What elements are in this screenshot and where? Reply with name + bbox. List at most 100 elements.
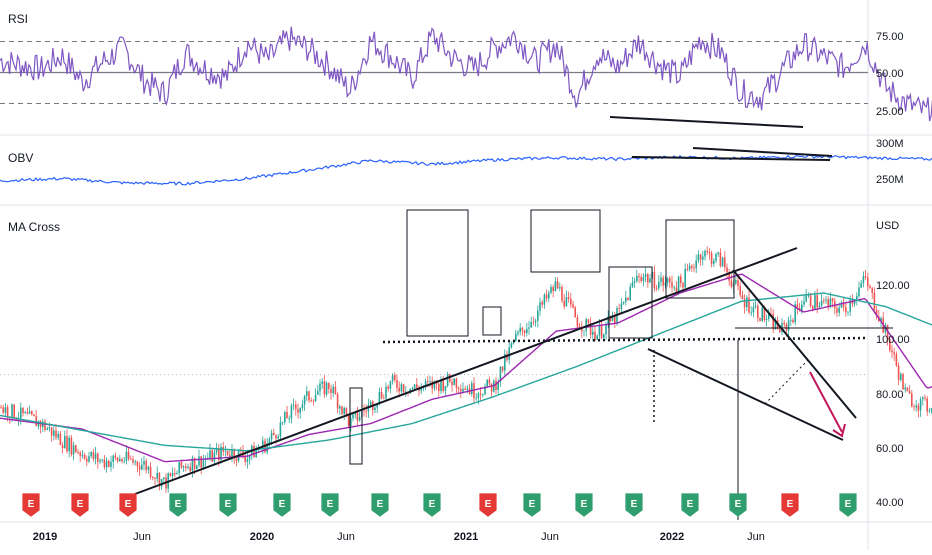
candle-body <box>229 454 231 457</box>
range-box-5 <box>665 219 735 299</box>
candle-20 <box>44 419 46 432</box>
candle-body <box>312 400 315 402</box>
candle-body <box>288 418 290 420</box>
candle-247 <box>543 293 546 309</box>
candle-body <box>900 373 902 380</box>
candle-84 <box>185 463 187 472</box>
candle-189 <box>416 377 418 389</box>
candle-body <box>922 397 924 400</box>
candle-body <box>61 445 64 449</box>
candle-body <box>510 343 513 348</box>
candle-412 <box>906 387 909 392</box>
candle-81 <box>178 461 180 479</box>
candle-270 <box>594 325 596 342</box>
price-scale[interactable]: 75.00 50.00 25.00 300M 250M USD 120.00 1… <box>876 31 910 509</box>
candle-250 <box>550 284 552 295</box>
candle-65 <box>143 455 145 471</box>
candle-body <box>765 318 768 320</box>
candle-95 <box>209 443 211 461</box>
candle-body <box>275 434 277 439</box>
candle-body <box>840 302 843 308</box>
rsi-pane[interactable]: RSI <box>0 12 932 128</box>
candle-body <box>631 282 634 287</box>
candle-body <box>158 472 161 487</box>
candle-235 <box>517 329 519 337</box>
time-axis[interactable]: 2019 Jun 2020 Jun 2021 Jun 2022 Jun <box>33 531 765 543</box>
time-label-2020: 2020 <box>250 531 274 543</box>
candle-body <box>446 374 449 386</box>
rsi-trendline-drawing[interactable] <box>609 116 804 128</box>
candle-body <box>550 287 552 293</box>
candle-58 <box>127 446 130 461</box>
time-label-2019: 2019 <box>33 531 57 543</box>
candle-390 <box>858 281 860 299</box>
price-drawings[interactable] <box>134 209 893 520</box>
candle-body <box>479 393 482 395</box>
candle-body <box>787 320 790 331</box>
candle-163 <box>358 412 361 422</box>
candle-72 <box>158 471 161 491</box>
candle-335 <box>737 276 739 291</box>
candle-136 <box>299 407 301 419</box>
candle-46 <box>101 458 103 463</box>
candle-body <box>574 307 576 318</box>
candle-39 <box>86 455 88 467</box>
earnings-marker-14: E <box>729 493 747 517</box>
candle-body <box>178 462 180 473</box>
candle-146 <box>321 378 323 389</box>
candle-336 <box>739 281 741 298</box>
candle-26 <box>57 430 59 440</box>
falling-wedge-upper-line <box>732 269 857 419</box>
candle-398 <box>875 306 878 320</box>
candle-83 <box>182 465 185 472</box>
candle-body <box>33 414 35 417</box>
candle-346 <box>761 305 763 323</box>
uptrend-line <box>134 247 798 495</box>
candle-29 <box>64 430 66 449</box>
candle-body <box>363 410 365 412</box>
candle-body <box>413 384 416 389</box>
candle-211 <box>464 385 466 391</box>
candle-228 <box>501 366 504 373</box>
candle-294 <box>647 272 649 288</box>
candle-body <box>110 461 112 467</box>
candle-body <box>308 391 310 401</box>
candle-body <box>809 294 812 307</box>
candle-body <box>695 260 697 269</box>
candle-body <box>460 388 462 392</box>
obv-pane[interactable]: OBV <box>0 147 932 186</box>
candle-body <box>750 312 752 314</box>
price-pane[interactable]: MA Cross <box>0 209 932 520</box>
candle-body <box>108 460 110 467</box>
candle-body <box>622 301 625 304</box>
candle-body <box>193 457 196 470</box>
candle-body <box>730 280 733 287</box>
candle-140 <box>308 390 310 404</box>
obv-lower-line <box>631 156 831 161</box>
candle-body <box>823 300 825 302</box>
candle-body <box>702 256 704 260</box>
candle-body <box>356 412 359 421</box>
candle-206 <box>453 378 455 386</box>
candle-body <box>858 287 860 297</box>
candle-240 <box>528 320 530 335</box>
projection-arrow-head <box>832 423 846 438</box>
obv-trendline-drawing[interactable] <box>631 147 833 161</box>
candle-body <box>673 287 675 289</box>
earnings-letter: E <box>735 499 742 510</box>
obv-tick-250m: 250M <box>876 174 904 186</box>
candle-body <box>897 365 900 380</box>
candle-384 <box>845 303 847 317</box>
candle-52 <box>114 452 117 461</box>
candle-62 <box>136 460 139 473</box>
candle-body <box>64 436 66 449</box>
candle-89 <box>196 464 198 470</box>
candle-96 <box>211 447 213 462</box>
candle-body <box>867 277 869 287</box>
candle-416 <box>915 399 917 412</box>
candle-279 <box>614 311 616 329</box>
candle-body <box>783 323 785 325</box>
candle-body <box>567 297 570 299</box>
candle-256 <box>563 294 565 310</box>
